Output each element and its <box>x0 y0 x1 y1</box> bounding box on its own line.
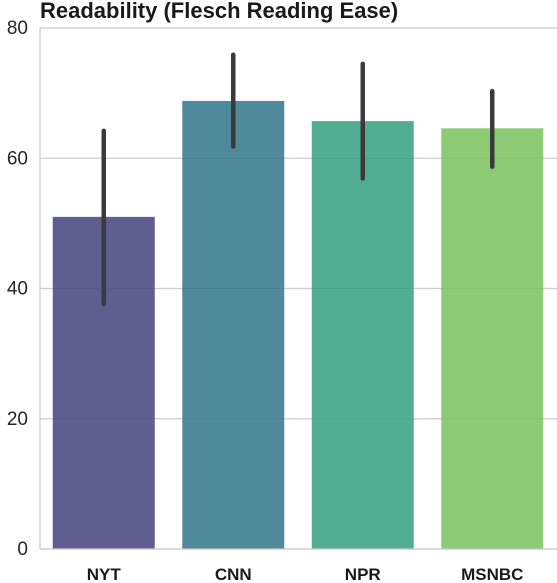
bar-npr <box>311 121 414 549</box>
x-tick-labels: NYT CNN NPR MSNBC <box>87 565 524 583</box>
y-tick-labels: 0 20 40 60 80 <box>7 18 28 560</box>
axes <box>39 28 557 550</box>
x-tick-label-msnbc: MSNBC <box>461 565 523 583</box>
y-tick-label: 40 <box>7 279 28 300</box>
chart-title: Readability (Flesch Reading Ease) <box>40 0 398 23</box>
error-bars <box>101 52 495 307</box>
x-tick-label-cnn: CNN <box>215 565 252 583</box>
bar-msnbc <box>441 128 544 550</box>
x-tick-label-npr: NPR <box>345 565 381 583</box>
y-tick-label: 80 <box>7 18 28 39</box>
x-tick-label-nyt: NYT <box>87 565 122 583</box>
bars <box>52 100 544 550</box>
y-tick-label: 20 <box>7 409 28 430</box>
y-tick-label: 0 <box>17 539 28 560</box>
bar-cnn <box>182 100 285 549</box>
y-tick-label: 60 <box>7 148 28 169</box>
